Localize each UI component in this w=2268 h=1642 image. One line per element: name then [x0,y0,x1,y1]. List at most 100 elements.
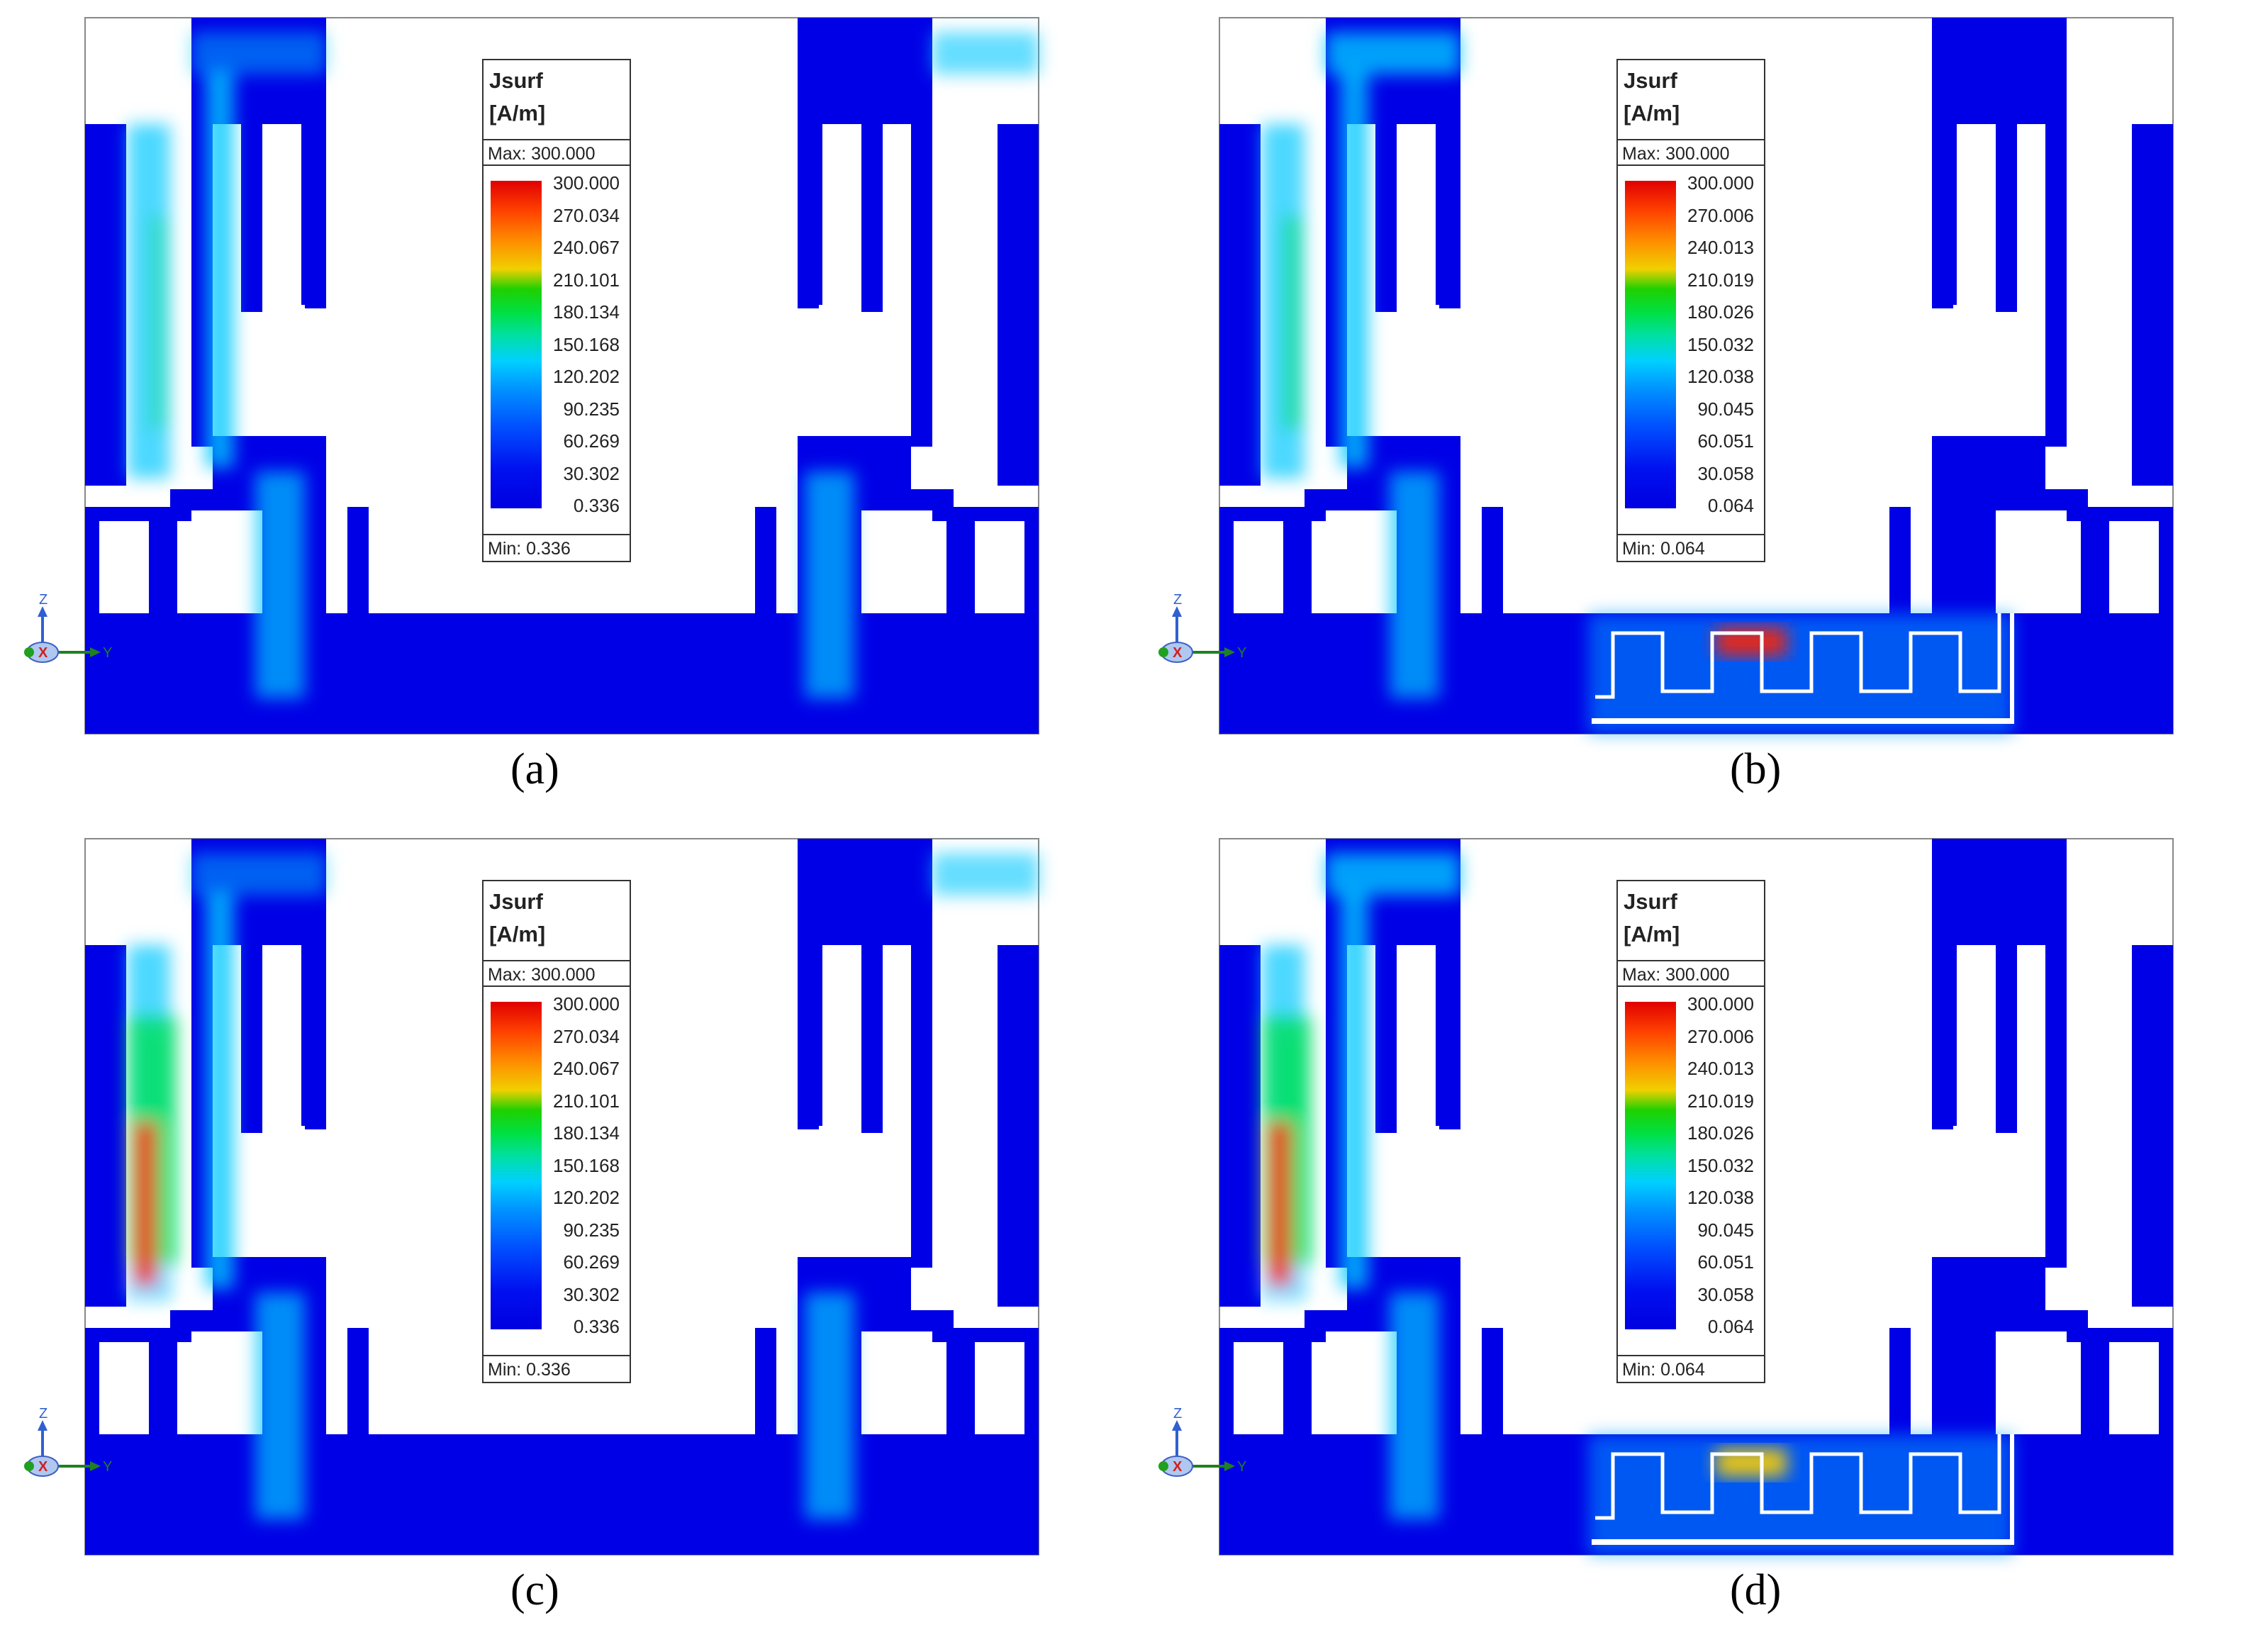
legend-tick: 60.269 [563,1251,620,1273]
color-legend: Jsurf [A/m] Max: 300.000 300.000 270.006 240.… [1616,880,1765,1383]
legend-tick: 120.202 [553,1187,620,1208]
legend-tick: 270.034 [553,204,620,226]
meander-filter [1588,613,2014,734]
legend-tick: 300.000 [553,172,620,194]
legend-tick: 90.045 [1697,398,1754,420]
panel-caption: (a) [510,745,559,793]
legend-tick: 180.026 [1687,301,1754,323]
ground-strip [85,1434,1039,1555]
axis-label-y: Y [103,1459,112,1475]
legend-tick: 240.013 [1687,237,1754,258]
legend-title-unit: [A/m] [489,922,546,946]
legend-title-quantity: Jsurf [489,889,543,914]
legend-title-quantity: Jsurf [1624,68,1677,93]
legend-color-bar [491,1002,542,1329]
axis-label-z: Z [1173,1406,1182,1422]
legend-tick: 0.336 [573,1316,620,1337]
legend-tick: 120.038 [1687,366,1754,387]
axis-label-x: X [1173,1459,1183,1475]
legend-tick: 60.269 [563,430,620,452]
legend-tick: 270.006 [1687,1025,1754,1047]
color-legend: Jsurf [A/m] Max: 300.000 300.000 270.006 240.… [1616,59,1765,562]
legend-tick: 30.058 [1697,462,1754,484]
legend-tick: 120.202 [553,366,620,387]
legend-tick: 60.051 [1697,430,1754,452]
legend-min: Min: 0.336 [484,1355,630,1382]
legend-tick: 270.006 [1687,204,1754,226]
axis-triad: Z X Y [1158,1406,1246,1477]
legend-title: Jsurf [A/m] [1624,886,1680,951]
axis-label-y: Y [1237,645,1246,661]
legend-title-unit: [A/m] [1624,922,1680,946]
panel-b: Jsurf [A/m] Max: 300.000 300.000 270.006 240.… [1134,0,2268,821]
axis-triad: Z X Y [1158,592,1246,663]
axis-label-z: Z [1173,592,1182,608]
color-legend: Jsurf [A/m] Max: 300.000 300.000 270.034 240.… [482,59,631,562]
current-field-plot [1219,17,2174,735]
legend-title: Jsurf [A/m] [1624,65,1680,130]
current-density-hotspots [128,853,1039,1519]
axis-label-y: Y [1237,1459,1246,1475]
current-density-hotspots [128,32,1039,698]
legend-tick: 150.032 [1687,1154,1754,1176]
legend-tick: 240.067 [553,237,620,258]
legend-tick: 180.134 [553,1122,620,1144]
legend-tick: 240.013 [1687,1058,1754,1079]
legend-max: Max: 300.000 [484,139,630,166]
ground-strip [85,613,1039,734]
meander-filter [1588,1434,2014,1555]
legend-title-unit: [A/m] [489,101,546,125]
legend-tick: 60.051 [1697,1251,1754,1273]
legend-tick: 240.067 [553,1058,620,1079]
legend-min: Min: 0.064 [1618,1355,1764,1382]
legend-tick: 120.038 [1687,1187,1754,1208]
axis-label-y: Y [103,645,112,661]
legend-title-unit: [A/m] [1624,101,1680,125]
legend-tick: 300.000 [1687,172,1754,194]
axis-label-z: Z [39,1406,48,1422]
legend-tick: 30.058 [1697,1283,1754,1305]
legend-color-bar [491,181,542,508]
legend-tick: 270.034 [553,1025,620,1047]
legend-title: Jsurf [A/m] [489,65,545,130]
legend-max: Max: 300.000 [484,960,630,987]
axis-label-x: X [38,645,48,661]
legend-tick: 180.026 [1687,1122,1754,1144]
legend-min: Min: 0.336 [484,534,630,561]
axis-label-x: X [38,1459,48,1475]
legend-min: Min: 0.064 [1618,534,1764,561]
legend-tick: 0.064 [1707,495,1754,516]
legend-tick: 150.168 [553,1154,620,1176]
legend-title: Jsurf [A/m] [489,886,545,951]
legend-tick: 210.019 [1687,269,1754,291]
panel-d: Jsurf [A/m] Max: 300.000 300.000 270.006 240.… [1134,821,2268,1642]
legend-tick: 90.235 [563,398,620,420]
legend-tick: 0.064 [1707,1316,1754,1337]
current-density-hotspots [1262,853,1460,1519]
current-density-hotspots [1262,32,1460,698]
legend-tick: 30.302 [563,462,620,484]
legend-color-bar [1625,181,1676,508]
legend-tick: 180.134 [553,301,620,323]
axis-triad: Z X Y [24,1406,112,1477]
panel-a: Jsurf [A/m] Max: 300.000 300.000 270.034 240.… [0,0,1134,821]
legend-tick: 90.045 [1697,1219,1754,1241]
panel-c: Jsurf [A/m] Max: 300.000 300.000 270.034 240.… [0,821,1134,1642]
legend-tick: 150.032 [1687,333,1754,355]
legend-tick: 300.000 [553,993,620,1015]
legend-tick: 210.101 [553,1090,620,1112]
legend-tick: 210.019 [1687,1090,1754,1112]
axis-label-z: Z [39,592,48,608]
legend-tick: 150.168 [553,333,620,355]
legend-tick: 210.101 [553,269,620,291]
legend-tick: 90.235 [563,1219,620,1241]
panel-caption: (d) [1730,1566,1782,1614]
legend-max: Max: 300.000 [1618,139,1764,166]
legend-tick: 300.000 [1687,993,1754,1015]
legend-title-quantity: Jsurf [489,68,543,93]
legend-tick: 0.336 [573,495,620,516]
legend-color-bar [1625,1002,1676,1329]
panel-caption: (c) [510,1566,559,1614]
panel-caption: (b) [1730,745,1782,793]
legend-tick: 30.302 [563,1283,620,1305]
